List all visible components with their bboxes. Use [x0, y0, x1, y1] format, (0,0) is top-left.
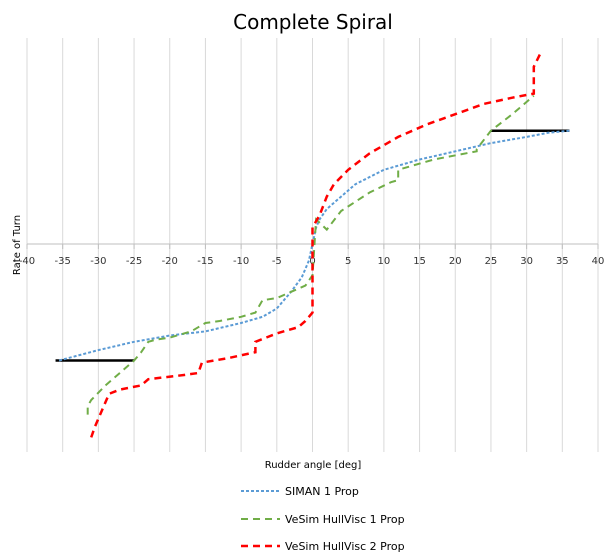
y-axis-label: Rate of Turn: [12, 215, 23, 275]
x-tick-label: 15: [413, 256, 426, 267]
legend-label: VeSim HullVisc 1 Prop: [285, 513, 405, 526]
x-tick-labels: -40 -35 -30 -25 -20 -15 -10 -5 0 5 10 15 20 25 30 35 40: [19, 256, 605, 267]
x-tick-label: -30: [90, 256, 106, 267]
chart-title: Complete Spiral: [233, 10, 393, 34]
x-tick-label: -40: [19, 256, 35, 267]
x-tick-label: 0: [309, 256, 315, 267]
x-tick-label: 25: [485, 256, 498, 267]
x-tick-label: -5: [272, 256, 282, 267]
series-line-1: [58, 129, 570, 362]
x-tick-label: 10: [378, 256, 391, 267]
x-tick-label: 30: [520, 256, 533, 267]
x-tick-label: -25: [126, 256, 142, 267]
legend: SIMAN 1 Prop VeSim HullVisc 1 Prop VeSim H…: [241, 485, 405, 553]
x-tick-label: 5: [345, 256, 351, 267]
x-tick-label: 40: [592, 256, 605, 267]
x-tick-label: -35: [55, 256, 71, 267]
plateau-markers: [55, 129, 570, 362]
series-line-3: [90, 51, 543, 438]
x-tick-label: -15: [197, 256, 213, 267]
x-tick-label: 35: [556, 256, 569, 267]
x-tick-label: -10: [233, 256, 249, 267]
x-axis-label: Rudder angle [deg]: [265, 460, 362, 471]
x-tick-label: -20: [162, 256, 178, 267]
series-lines: [58, 51, 570, 438]
legend-label: SIMAN 1 Prop: [285, 485, 359, 498]
series-line-2: [86, 94, 535, 415]
x-tick-label: 20: [449, 256, 462, 267]
legend-label: VeSim HullVisc 2 Prop: [285, 540, 405, 553]
